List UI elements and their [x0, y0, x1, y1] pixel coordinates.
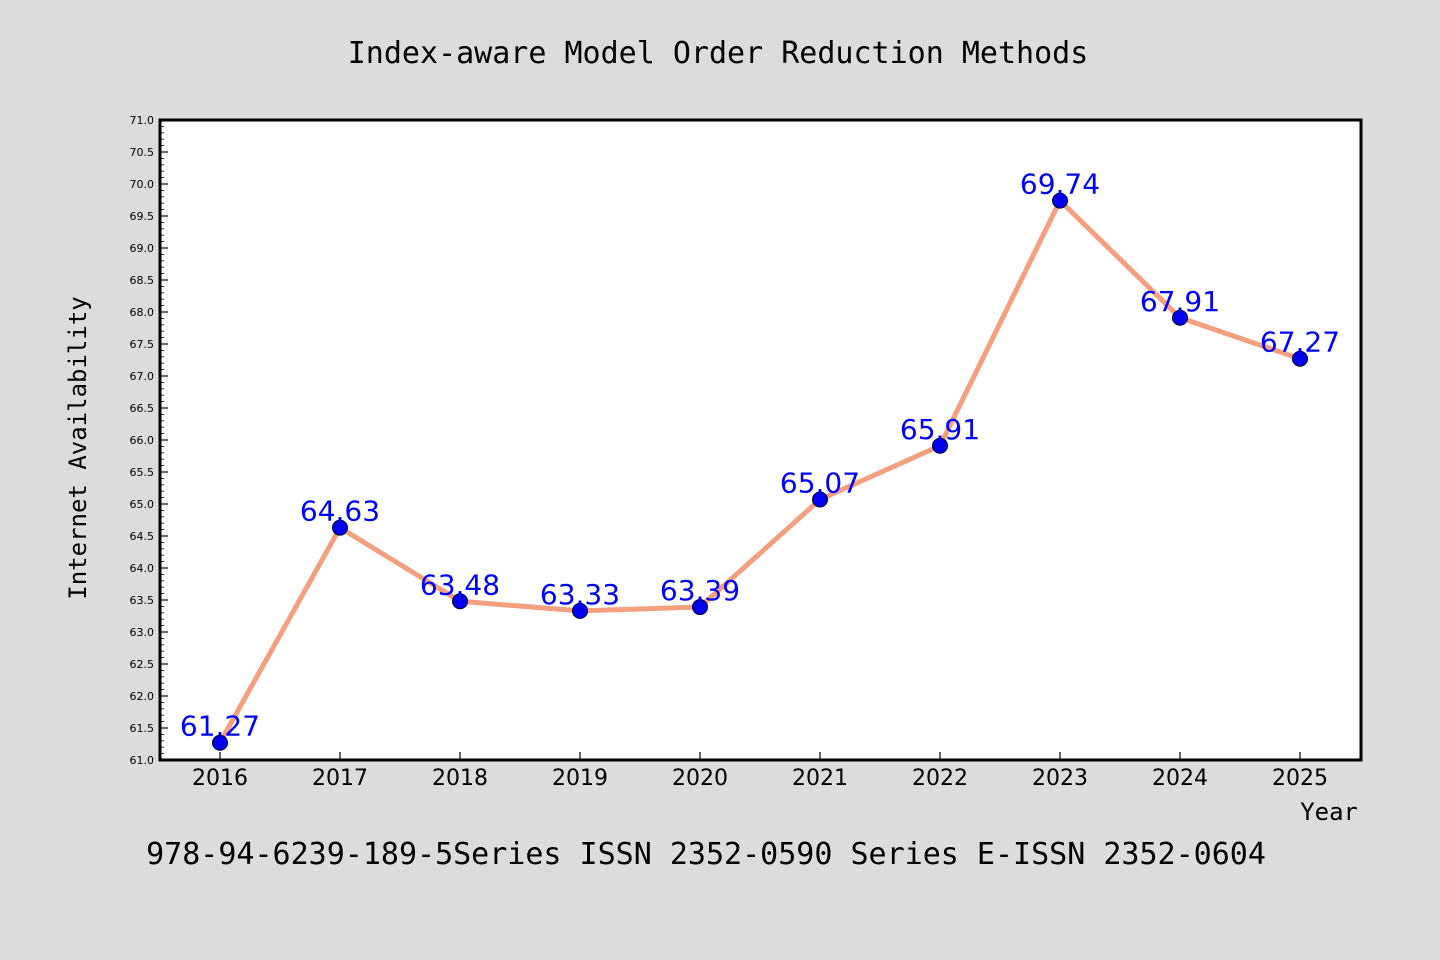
chart-title: Index-aware Model Order Reduction Method…	[348, 36, 1089, 71]
y-tick-label: 64.5	[130, 530, 155, 543]
x-tick-label: 2023	[1032, 766, 1088, 791]
y-tick-label: 69.5	[130, 210, 155, 223]
x-tick-label: 2022	[912, 766, 968, 791]
series-line	[217, 198, 1303, 746]
y-tick-label: 70.5	[130, 146, 155, 159]
data-point-2023	[1052, 192, 1068, 209]
y-tick-label: 67.0	[130, 370, 155, 383]
x-tick-label: 2020	[672, 766, 728, 791]
data-label-2024: 67.91	[1140, 285, 1220, 318]
y-tick-label: 69.0	[130, 242, 155, 255]
y-tick-label: 66.0	[130, 434, 155, 447]
x-tick-label: 2025	[1272, 766, 1328, 791]
x-tick-label: 2021	[792, 766, 848, 791]
x-axis-label: Year	[1300, 798, 1358, 826]
y-tick-label: 63.5	[130, 594, 155, 607]
data-label-2021: 65.07	[780, 467, 860, 500]
data-labels: 61.27 64.63 63.48 63.33 63.39 65.07 65.91 69.74…	[180, 168, 1340, 743]
y-tick-label: 66.5	[130, 402, 155, 415]
data-point-2024	[1172, 309, 1188, 326]
x-tick-label: 2017	[312, 766, 368, 791]
data-point-2018	[452, 593, 468, 610]
y-axis-label: Internet Availability	[64, 296, 92, 599]
data-label-2022: 65.91	[900, 413, 980, 446]
data-label-2025: 67.27	[1260, 326, 1340, 359]
data-label-2016: 61.27	[180, 710, 260, 743]
x-tick-label: 2024	[1152, 766, 1208, 791]
data-point-2022	[932, 437, 948, 454]
y-tick-label: 65.0	[130, 498, 155, 511]
y-tick-label: 64.0	[130, 562, 155, 575]
data-label-2023: 69.74	[1020, 168, 1100, 201]
y-tick-label: 61.5	[130, 722, 155, 735]
data-point-2021	[812, 491, 828, 508]
data-point-2019	[572, 602, 588, 619]
y-tick-label: 68.5	[130, 274, 155, 287]
y-tick-label: 68.0	[130, 306, 155, 319]
data-point-2020	[692, 599, 708, 616]
data-point-2017	[332, 519, 348, 536]
y-tick-label: 71.0	[130, 114, 155, 127]
footer-isbn-text: 978-94-6239-189-5Series ISSN 2352-0590 S…	[146, 837, 1266, 872]
y-tick-label: 67.5	[130, 338, 155, 351]
y-tick-label: 62.0	[130, 690, 155, 703]
y-tick-label: 63.0	[130, 626, 155, 639]
x-tick-label: 2018	[432, 766, 488, 791]
data-label-2020: 63.39	[660, 574, 740, 607]
x-axis-ticks: 2016 2017 2018 2019 2020 2021 2022 2023 2024 2025	[192, 752, 1328, 791]
y-tick-label: 70.0	[130, 178, 155, 191]
data-point-2025	[1292, 350, 1308, 367]
y-tick-label: 62.5	[130, 658, 155, 671]
x-tick-label: 2019	[552, 766, 608, 791]
data-label-2018: 63.48	[420, 568, 500, 601]
y-axis-ticks: 61.0 61.5 62.0 62.5 63.0 63.5 64.0 64.5 65.0 65.5…	[130, 114, 168, 767]
y-tick-label: 65.5	[130, 466, 155, 479]
y-tick-label: 61.0	[130, 754, 155, 767]
x-tick-label: 2016	[192, 766, 248, 791]
data-label-2017: 64.63	[300, 495, 380, 528]
plot-area	[158, 118, 1363, 762]
data-point-2016	[212, 734, 228, 751]
data-markers	[212, 192, 1308, 751]
data-label-2019: 63.33	[540, 578, 620, 611]
